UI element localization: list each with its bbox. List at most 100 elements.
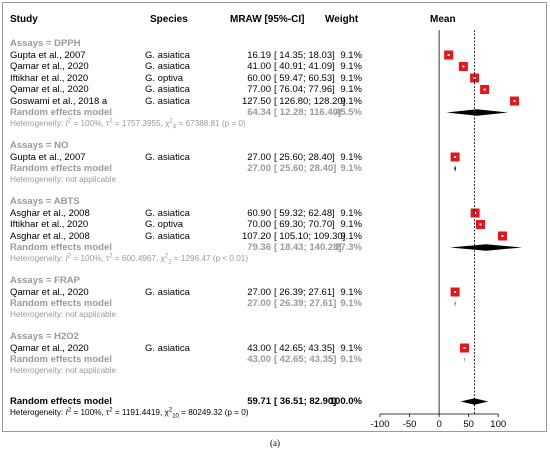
study-estimate: 16.19 <box>247 49 271 61</box>
study-name: Iftikhar et al., 2020 <box>10 219 89 230</box>
study-weight: 9.1% <box>340 84 362 95</box>
het-prefix: Heterogeneity: <box>10 408 66 417</box>
het-i2-sup: 2 <box>67 407 72 414</box>
subgroup-re-estimate: 79.36 <box>247 242 271 253</box>
study-point <box>473 77 476 79</box>
het-chi-value: = 1296.47 (p < 0.01) <box>171 253 249 263</box>
group-label: Assays = FRAP <box>10 275 80 286</box>
het-chi-sup: 2 <box>164 252 169 259</box>
het-chi-value: = 67388.81 (p = 0) <box>176 118 246 128</box>
study-species: G. asiatica <box>145 61 190 72</box>
subgroup-re-weight: 27.3% <box>335 242 362 253</box>
het-i2-value: = 100%, τ <box>71 253 110 263</box>
study-weight: 9.1% <box>340 342 362 354</box>
subgroup-diamond <box>446 109 508 116</box>
study-estimate: 27.00 <box>247 151 271 163</box>
heterogeneity-line: Heterogeneity: I2 = 100%, τ2 = 1757.3955… <box>10 117 246 130</box>
subgroup-re-label: Random effects model <box>10 242 112 253</box>
study-weight: 9.1% <box>340 95 362 107</box>
het-i2-value: = 100%, τ <box>71 118 110 128</box>
subgroup-re-ci: [ 42.65; 43.35] <box>274 354 337 365</box>
study-estimate: 127.50 <box>241 95 271 107</box>
het-i2-sup: 2 <box>67 252 72 259</box>
subgroup-re-estimate: 43.00 <box>247 354 271 365</box>
study-weight: 9.1% <box>340 219 362 230</box>
study-species: G. asiatica <box>145 342 190 354</box>
het-tau-value: = 1757.3955, χ <box>112 118 170 128</box>
study-ci: [ 76.04; 77.96] <box>274 84 335 95</box>
subgroup-re-weight: 9.1% <box>340 163 362 174</box>
study-species: G. asiatica <box>145 286 190 298</box>
het-tau-sup: 2 <box>109 407 113 414</box>
subgroup-re-estimate: 27.00 <box>247 163 271 174</box>
study-name: Asghar et al., 2008 <box>10 207 90 219</box>
study-name: Qamar et al., 2020 <box>10 61 89 72</box>
study-weight: 9.1% <box>340 49 362 61</box>
study-estimate: 60.90 <box>247 207 271 219</box>
subgroup-re-weight: 9.1% <box>340 298 362 309</box>
figure-caption: (a) <box>270 438 280 448</box>
subgroup-re-estimate: 64.34 <box>247 107 271 118</box>
het-chi-sup: 2 <box>168 407 173 414</box>
het-chi-sup: 2 <box>169 117 173 124</box>
x-axis-tick-label: 0 <box>436 419 441 430</box>
subgroup-re-weight: 45.5% <box>335 107 362 118</box>
overall-weight: 100.0% <box>329 396 362 407</box>
study-species: G. asiatica <box>145 84 190 95</box>
study-species: G. asiatica <box>145 151 190 163</box>
heterogeneity-line: Heterogeneity: not applicable <box>10 174 117 184</box>
study-ci: [ 25.60; 28.40] <box>274 151 335 163</box>
subgroup-re-weight: 9.1% <box>340 354 362 365</box>
study-estimate: 43.00 <box>247 342 271 354</box>
study-point <box>479 223 482 226</box>
overall-estimate: 59.71 <box>247 396 271 407</box>
subgroup-re-estimate: 27.00 <box>247 298 271 309</box>
heterogeneity-line: Heterogeneity: not applicable <box>10 365 117 375</box>
het-prefix: Heterogeneity: <box>10 118 66 128</box>
header-mraw: MRAW [95%-CI] <box>230 14 305 25</box>
study-weight: 9.1% <box>340 151 362 163</box>
overall-ci: [ 36.51; 82.90] <box>274 396 337 407</box>
study-ci: [ 59.32; 62.48] <box>274 207 335 219</box>
subgroup-re-label: Random effects model <box>10 107 112 118</box>
study-species: G. asiatica <box>145 230 190 242</box>
study-ci: [ 42.65; 43.35] <box>274 342 335 354</box>
subgroup-re-ci: [ 26.39; 27.61] <box>274 298 337 309</box>
study-species: G. optiva <box>145 219 184 230</box>
subgroup-re-label: Random effects model <box>10 163 112 174</box>
study-name: Gupta et al., 2007 <box>10 151 86 163</box>
study-point <box>462 65 465 68</box>
study-name: Asghar et al., 2008 <box>10 230 90 242</box>
study-point <box>474 212 477 214</box>
study-species: G. asiatica <box>145 49 190 61</box>
study-ci: [ 59.47; 60.53] <box>274 72 335 84</box>
subgroup-diamond <box>454 300 456 307</box>
study-name: Qamar et al., 2020 <box>10 286 89 298</box>
group-label: Assays = H2O2 <box>10 331 79 342</box>
study-species: G. asiatica <box>145 207 190 219</box>
heterogeneity-line: Heterogeneity: not applicable <box>10 309 117 319</box>
x-axis-tick-label: -50 <box>403 419 417 430</box>
group-label: Assays = DPPH <box>10 38 81 49</box>
study-ci: [ 14.35; 18.03] <box>274 49 335 61</box>
study-name: Iftikhar et al., 2020 <box>10 72 89 84</box>
study-weight: 9.1% <box>340 230 362 242</box>
het-i2-value: = 100%, τ <box>71 408 110 417</box>
header-mean: Mean <box>430 14 456 25</box>
figure-frame <box>2 2 547 432</box>
study-point <box>513 100 516 102</box>
study-point <box>463 347 466 349</box>
study-ci: [ 69.30; 70.70] <box>274 219 335 230</box>
study-estimate: 70.00 <box>247 219 271 230</box>
study-species: G. asiatica <box>145 95 190 107</box>
het-tau-sup: 2 <box>109 252 113 259</box>
study-weight: 9.1% <box>340 286 362 298</box>
study-weight: 9.1% <box>340 61 362 72</box>
heterogeneity-line: Heterogeneity: I2 = 100%, τ2 = 600.4967,… <box>10 252 249 265</box>
subgroup-re-label: Random effects model <box>10 354 112 365</box>
het-tau-value: = 1191.4419, χ <box>112 408 169 417</box>
study-species: G. optiva <box>145 72 184 84</box>
group-label: Assays = ABTS <box>10 196 80 207</box>
subgroup-re-ci: [ 12.28; 116.40] <box>274 107 342 118</box>
